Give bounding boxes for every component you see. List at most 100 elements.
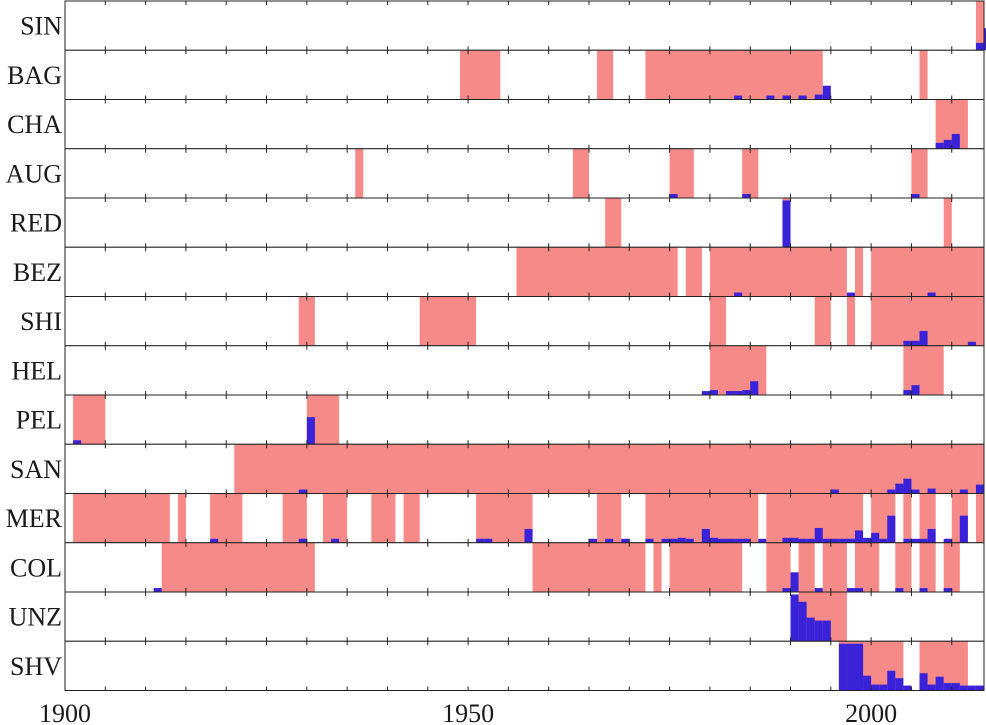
period-span (919, 542, 936, 592)
count-bar (758, 538, 767, 543)
period-span (532, 542, 646, 592)
row-red: RED (10, 197, 985, 248)
count-bar (661, 538, 670, 543)
count-bar (967, 341, 976, 346)
period-span (895, 542, 912, 592)
row-label: AUG (6, 159, 62, 188)
count-bar (919, 330, 928, 346)
row-label: SAN (10, 455, 62, 484)
period-span (798, 542, 815, 592)
count-bar (685, 538, 694, 543)
count-bar (887, 670, 896, 691)
period-span (597, 50, 614, 100)
period-span (73, 395, 106, 445)
period-span (822, 542, 847, 592)
row-background (65, 99, 984, 149)
count-bar (846, 643, 856, 691)
count-bar (863, 537, 872, 543)
count-bar (863, 675, 872, 691)
period-span (846, 296, 856, 346)
count-bar (742, 390, 751, 395)
count-bar (830, 538, 839, 543)
count-bar (967, 685, 976, 691)
count-bar (709, 537, 718, 543)
period-span (371, 493, 396, 543)
count-bar (919, 673, 928, 691)
row-san: SAN (10, 443, 985, 494)
count-bar (846, 538, 856, 543)
count-bar (943, 538, 952, 543)
count-bar (943, 683, 952, 691)
period-span (653, 542, 662, 592)
row-background (65, 50, 984, 100)
x-tick-label: 1900 (39, 699, 91, 725)
count-bar (838, 538, 847, 543)
row-unz: UNZ (9, 591, 985, 642)
count-bar (959, 515, 968, 543)
count-bar (814, 588, 823, 592)
count-bar (701, 528, 710, 543)
count-bar (798, 538, 807, 543)
count-bar (524, 528, 533, 543)
x-tick-label: 2000 (845, 699, 897, 725)
count-bar (838, 643, 847, 691)
count-bar (790, 594, 799, 642)
count-bar (782, 588, 791, 592)
period-span (355, 148, 364, 198)
count-bar (782, 200, 791, 248)
count-bar (331, 538, 340, 543)
count-bar (879, 684, 888, 691)
count-bar (846, 588, 856, 592)
row-label: CHA (7, 110, 62, 139)
row-background (65, 148, 984, 198)
period-span (605, 198, 622, 248)
count-bar (887, 515, 896, 543)
count-bar (742, 538, 751, 543)
period-span (766, 542, 791, 592)
count-bar (726, 538, 735, 543)
row-label: HEL (11, 356, 62, 385)
row-label: BAG (7, 61, 62, 90)
period-span (943, 542, 960, 592)
count-bar (895, 483, 904, 494)
period-span (572, 148, 589, 198)
row-shi: SHI (20, 296, 985, 347)
row-frame (64, 640, 985, 691)
count-bar (717, 538, 727, 543)
count-bar (927, 528, 936, 543)
count-bar (153, 588, 162, 592)
count-bar (709, 390, 718, 395)
count-bar (927, 684, 936, 691)
period-span (911, 148, 928, 198)
period-span (298, 296, 315, 346)
count-bar (903, 390, 912, 395)
row-background (65, 198, 984, 248)
count-bar (879, 538, 888, 543)
count-bar (911, 194, 920, 198)
count-bar (830, 489, 839, 494)
x-tick-label: 1950 (442, 699, 494, 725)
count-bar (855, 530, 864, 543)
count-bar (701, 391, 710, 395)
count-bar (210, 538, 219, 543)
count-bar (750, 381, 759, 395)
count-bar (911, 385, 920, 395)
period-span (669, 148, 694, 198)
period-span (975, 1, 984, 51)
period-span (814, 296, 831, 346)
count-bar (782, 95, 791, 100)
count-bar (669, 538, 678, 543)
period-span (903, 493, 912, 543)
period-span (855, 247, 864, 297)
row-bez: BEZ (13, 246, 985, 297)
count-bar (734, 391, 743, 395)
chart-rows: SIN BAG CHA AUG RED BEZ SHI HEL PEL SAN MER COL UNZ S… (6, 0, 986, 691)
period-span (460, 50, 501, 100)
count-bar (895, 678, 904, 691)
count-bar (911, 340, 920, 346)
period-span (322, 493, 348, 543)
count-bar (798, 95, 807, 100)
period-span (177, 493, 186, 543)
count-bar (871, 684, 880, 691)
